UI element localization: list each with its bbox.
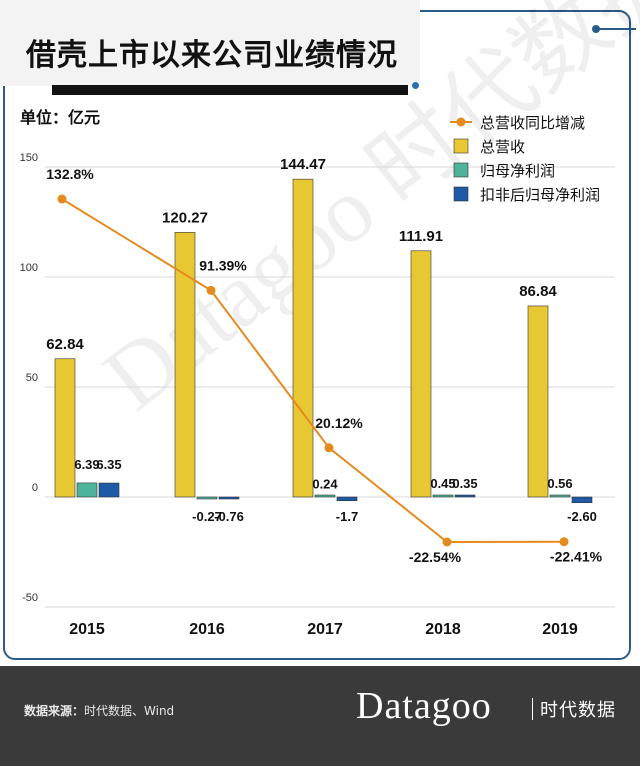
- x-axis-ticks: 2015 2016 2017 2018 2019: [69, 621, 578, 638]
- bar-value-label: 0.56: [547, 476, 572, 491]
- bar-value-label: 6.39: [74, 457, 99, 472]
- bar-revenue: [410, 250, 432, 498]
- growth-line: [57, 194, 569, 547]
- bar-deducted-profit: [571, 496, 593, 504]
- bar-value-label: 111.91: [399, 228, 443, 245]
- gridlines: [45, 166, 615, 608]
- bar-revenue: [54, 358, 76, 498]
- growth-point: [206, 285, 216, 295]
- bar-value-label: 0.45: [430, 476, 455, 491]
- bar-deducted-profit: [454, 494, 476, 498]
- bar-value-label: 62.84: [46, 336, 84, 353]
- legend-label: 总营收: [480, 138, 525, 156]
- title-underline-bar: [52, 85, 408, 95]
- bar-net-profit: [549, 494, 571, 498]
- bar-revenue: [292, 178, 314, 498]
- growth-value-label: 132.8%: [46, 166, 94, 182]
- corner-decoration-line: [598, 28, 636, 30]
- footer: 数据来源：时代数据、Wind Datagoo 时代数据: [0, 666, 640, 766]
- brand-logo: Datagoo: [356, 685, 492, 727]
- legend-swatch: [453, 138, 469, 154]
- chart-card: [3, 10, 631, 660]
- bar-value-label: 0.35: [452, 476, 477, 491]
- unit-label: 单位：亿元: [20, 108, 101, 127]
- y-tick-label: 50: [26, 372, 38, 384]
- growth-value-label: -22.41%: [550, 549, 603, 565]
- x-tick-label: 2019: [542, 621, 578, 638]
- legend-swatch: [453, 186, 469, 202]
- bar-value-label: 120.27: [162, 209, 208, 226]
- legend-line-dot: [456, 117, 466, 127]
- bar-deducted-profit: [336, 496, 358, 502]
- corner-decoration-dot: [592, 25, 600, 33]
- growth-value-label: 20.12%: [315, 415, 363, 431]
- bar-revenue: [174, 232, 196, 498]
- bar-deducted-profit: [98, 482, 120, 498]
- bar-value-label: -0.76: [214, 509, 244, 524]
- bar-revenue: [527, 305, 549, 498]
- growth-point: [559, 537, 569, 547]
- growth-value-label: -22.54%: [409, 549, 462, 565]
- source-label: 数据来源：: [24, 704, 85, 718]
- brand-cn: 时代数据: [540, 700, 616, 721]
- y-tick-label: -50: [22, 592, 38, 604]
- bar-deducted-profit: [218, 496, 240, 500]
- bar-net-profit: [196, 496, 218, 500]
- bar-net-profit: [432, 494, 454, 498]
- title-underline-dot: [412, 82, 419, 89]
- chart-svg: 150 100 50 0 -50 62.84 6.396.35 120.27 -0.27-0.…: [20, 114, 615, 638]
- legend-label: 总营收同比增减: [480, 114, 585, 132]
- legend-label: 扣非后归母净利润: [480, 186, 600, 204]
- chart-title: 借壳上市以来公司业绩情况: [26, 38, 398, 73]
- growth-point: [442, 537, 452, 547]
- source-text: 时代数据、Wind: [84, 704, 175, 718]
- y-tick-label: 150: [20, 152, 38, 164]
- bar-value-label: 144.47: [280, 156, 326, 173]
- x-tick-label: 2017: [307, 621, 343, 638]
- bar-net-profit: [76, 482, 98, 498]
- y-axis-ticks: 150 100 50 0 -50: [20, 152, 38, 604]
- bar-value-label: 86.84: [519, 283, 557, 300]
- bar-value-label: 6.35: [96, 457, 121, 472]
- bars: [54, 178, 593, 504]
- x-tick-label: 2016: [189, 621, 225, 638]
- bar-value-label: -1.7: [336, 509, 358, 524]
- growth-point: [324, 443, 334, 453]
- data-labels: 62.84 6.396.35 120.27 -0.27-0.76 144.47 0.24 -…: [46, 156, 602, 565]
- x-tick-label: 2018: [425, 621, 461, 638]
- source-note: 数据来源：时代数据、Wind: [24, 702, 174, 719]
- growth-value-label: 91.39%: [199, 257, 247, 273]
- bar-value-label: 0.24: [312, 476, 338, 491]
- title-band: 借壳上市以来公司业绩情况: [0, 0, 420, 86]
- brand-separator: [532, 698, 533, 720]
- bar-net-profit: [314, 494, 336, 498]
- y-tick-label: 0: [32, 482, 38, 494]
- x-tick-label: 2015: [69, 621, 105, 638]
- growth-point: [57, 194, 67, 204]
- legend-swatch: [453, 162, 469, 178]
- bar-value-label: -2.60: [567, 509, 597, 524]
- bar-value-label: -0.27: [192, 509, 222, 524]
- legend-label: 归母净利润: [480, 162, 555, 180]
- y-tick-label: 100: [20, 262, 38, 274]
